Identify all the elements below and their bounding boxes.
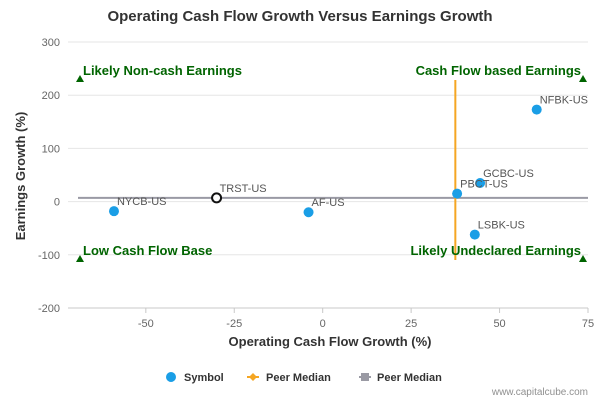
quadrant-marker-bottom-left	[76, 255, 84, 262]
legend-label: Peer Median	[377, 372, 442, 384]
x-tick-label: 25	[405, 318, 417, 330]
quadrant-label-top-right: Cash Flow based Earnings	[416, 63, 581, 78]
axis-ticks: -200 -100 0 100 200 300 -50 -25 0 25 50 75	[38, 37, 594, 330]
y-tick-label: -200	[38, 303, 60, 315]
y-tick-label: 200	[42, 90, 60, 102]
credit-text: www.capitalcube.com	[491, 387, 588, 398]
data-point[interactable]	[303, 207, 314, 218]
x-tick-label: -50	[138, 318, 154, 330]
legend-square-marker	[361, 373, 369, 381]
legend: Symbol Peer Median Peer Median	[166, 372, 442, 384]
chart-title: Operating Cash Flow Growth Versus Earnin…	[107, 8, 492, 25]
y-tick-label: -100	[38, 250, 60, 262]
quadrant-label-bottom-right: Likely Undeclared Earnings	[410, 243, 581, 258]
quadrant-marker-top-right	[579, 75, 587, 82]
peer-median-lines	[78, 80, 588, 260]
data-point[interactable]	[531, 104, 542, 115]
data-point-label: NFBK-US	[540, 95, 588, 107]
x-tick-label: -25	[226, 318, 242, 330]
quadrant-marker-bottom-right	[579, 255, 587, 262]
quadrant-label-bottom-left: Low Cash Flow Base	[83, 243, 212, 258]
x-axis-title: Operating Cash Flow Growth (%)	[229, 334, 432, 349]
data-point-label: TRST-US	[220, 183, 267, 195]
data-point-label: PBCT-US	[460, 179, 508, 191]
y-axis-title: Earnings Growth (%)	[13, 112, 28, 241]
x-tick-label: 50	[493, 318, 505, 330]
data-point[interactable]	[475, 177, 486, 188]
y-tick-label: 300	[42, 37, 60, 49]
data-point[interactable]	[469, 229, 480, 240]
legend-label: Peer Median	[266, 372, 331, 384]
x-tick-label: 75	[582, 318, 594, 330]
quadrant-labels: Likely Non-cash Earnings Cash Flow based …	[76, 63, 587, 262]
quadrant-label-top-left: Likely Non-cash Earnings	[83, 63, 242, 78]
data-point-label: AF-US	[312, 197, 345, 209]
x-tick-label: 0	[320, 318, 326, 330]
data-point-label: NYCB-US	[117, 196, 167, 208]
data-point-label: GCBC-US	[483, 168, 534, 180]
legend-symbol-marker	[166, 372, 176, 382]
data-point[interactable]	[108, 206, 119, 217]
quadrant-marker-top-left	[76, 75, 84, 82]
y-tick-label: 0	[54, 197, 60, 209]
grid-lines	[68, 41, 588, 256]
data-point-highlight[interactable]	[211, 192, 223, 204]
y-tick-label: 100	[42, 143, 60, 155]
legend-diamond-marker	[249, 373, 257, 381]
legend-label: Symbol	[184, 372, 224, 384]
data-point-label: LSBK-US	[478, 220, 525, 232]
data-point[interactable]	[452, 188, 463, 199]
